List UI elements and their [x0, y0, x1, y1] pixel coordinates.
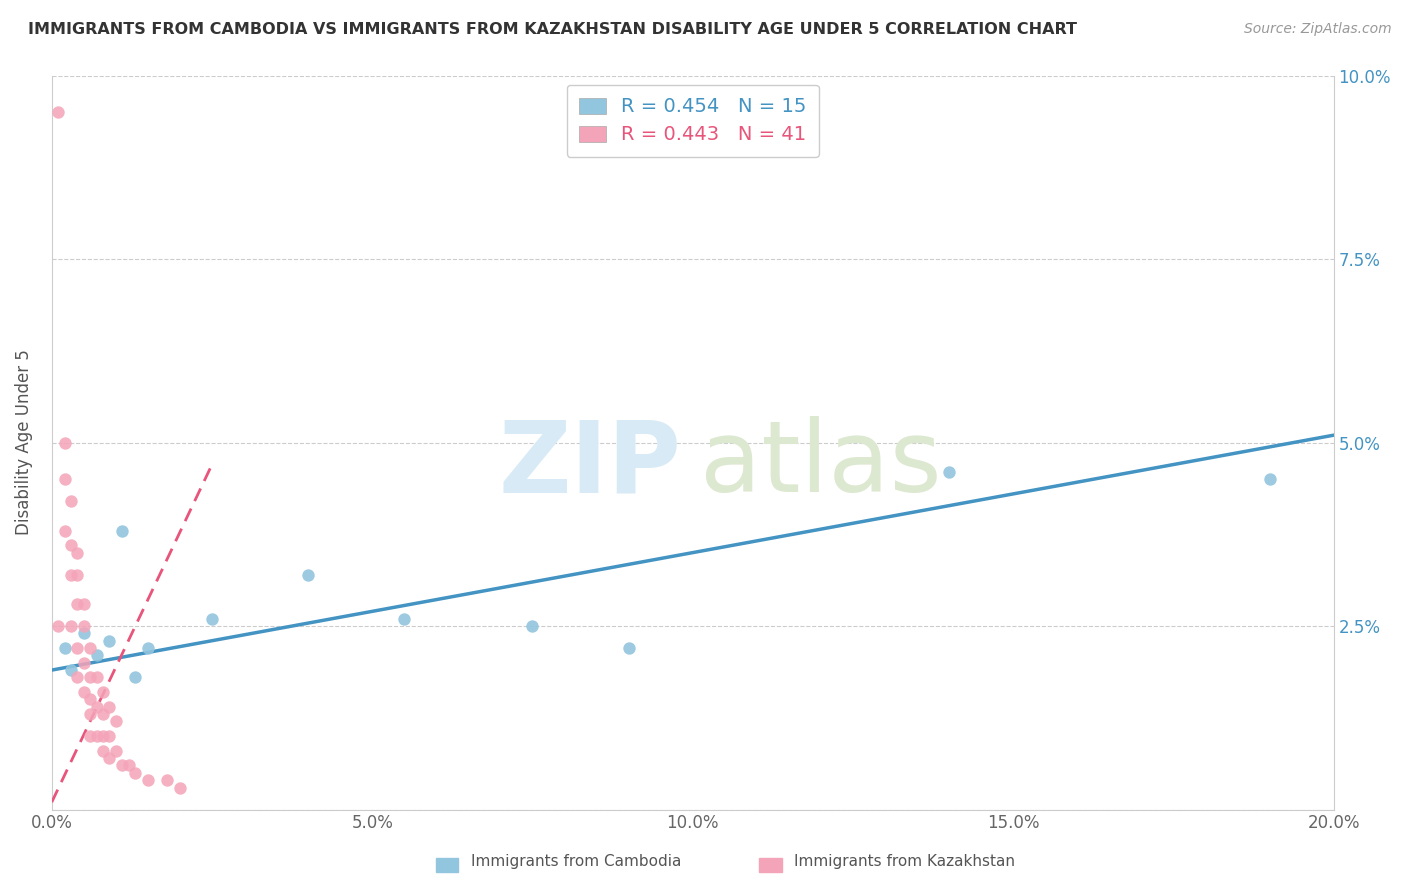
Point [59, 538, 82, 552]
Point [169, 780, 191, 795]
Point [91, 744, 114, 758]
Point [59, 663, 82, 677]
Point [136, 773, 159, 788]
Point [91, 707, 114, 722]
Point [79, 641, 101, 656]
Point [46, 105, 69, 120]
Point [111, 758, 134, 772]
Legend: R = 0.454   N = 15, R = 0.443   N = 41: R = 0.454 N = 15, R = 0.443 N = 41 [567, 85, 818, 157]
Point [617, 641, 640, 656]
Point [394, 612, 416, 626]
Point [53, 524, 76, 538]
Point [98, 633, 121, 648]
Point [66, 597, 89, 611]
Point [156, 773, 179, 788]
Point [98, 751, 121, 765]
Point [201, 612, 224, 626]
Point [124, 765, 146, 780]
Y-axis label: Disability Age Under 5: Disability Age Under 5 [15, 350, 32, 535]
Point [91, 729, 114, 743]
Point [86, 670, 108, 684]
Point [59, 567, 82, 582]
Point [86, 648, 108, 663]
Point [938, 465, 960, 479]
Point [124, 670, 146, 684]
Text: Source: ZipAtlas.com: Source: ZipAtlas.com [1244, 22, 1392, 37]
Point [104, 714, 127, 729]
Point [53, 435, 76, 450]
Point [73, 626, 96, 640]
Point [522, 619, 544, 633]
Point [79, 707, 101, 722]
Point [98, 699, 121, 714]
Point [297, 567, 319, 582]
Point [98, 729, 121, 743]
Point [66, 567, 89, 582]
Point [59, 494, 82, 508]
Point [136, 641, 159, 656]
Point [73, 685, 96, 699]
Point [73, 619, 96, 633]
Point [53, 472, 76, 486]
Point [91, 685, 114, 699]
Point [66, 641, 89, 656]
Point [66, 546, 89, 560]
Text: ZIP: ZIP [499, 416, 682, 513]
Point [118, 758, 141, 772]
Text: IMMIGRANTS FROM CAMBODIA VS IMMIGRANTS FROM KAZAKHSTAN DISABILITY AGE UNDER 5 CO: IMMIGRANTS FROM CAMBODIA VS IMMIGRANTS F… [28, 22, 1077, 37]
Point [66, 670, 89, 684]
Text: Immigrants from Kazakhstan: Immigrants from Kazakhstan [794, 854, 1015, 869]
Text: atlas: atlas [700, 416, 942, 513]
Point [1258, 472, 1281, 486]
Point [86, 729, 108, 743]
Point [86, 699, 108, 714]
Point [79, 729, 101, 743]
Point [46, 619, 69, 633]
Point [73, 597, 96, 611]
Point [73, 656, 96, 670]
Point [111, 524, 134, 538]
Point [104, 744, 127, 758]
Text: Immigrants from Cambodia: Immigrants from Cambodia [471, 854, 682, 869]
Point [59, 619, 82, 633]
Point [79, 670, 101, 684]
Point [53, 641, 76, 656]
Point [79, 692, 101, 706]
